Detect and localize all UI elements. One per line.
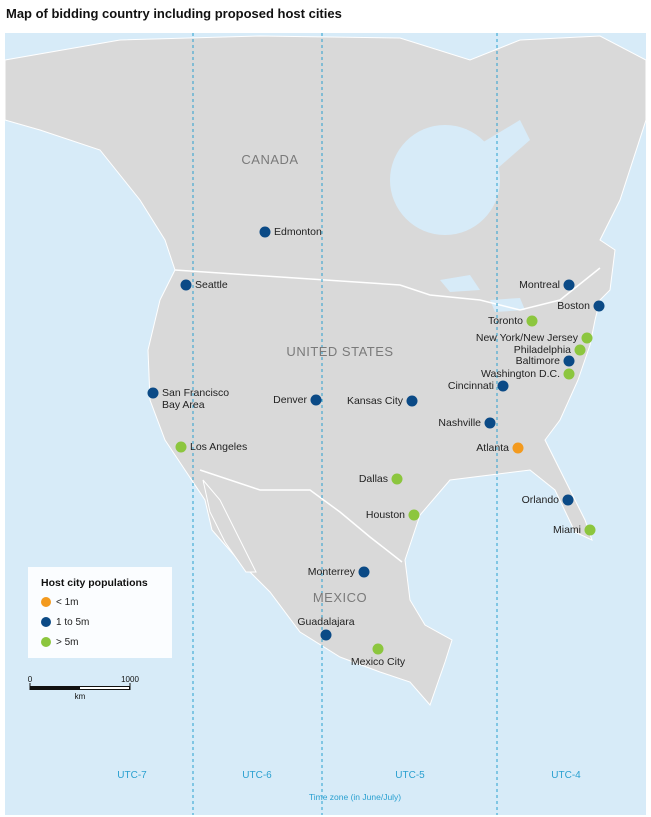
- city-marker: [180, 279, 192, 291]
- city-label: Edmonton: [274, 226, 322, 238]
- city-marker: [320, 629, 332, 641]
- city-marker: [563, 279, 575, 291]
- city-label: Washington D.C.: [481, 368, 560, 380]
- scale-label: 0: [27, 675, 33, 684]
- time-zone-label: UTC-5: [395, 770, 425, 781]
- legend-label: > 5m: [56, 637, 79, 648]
- city-marker: [581, 332, 593, 344]
- city-label: Philadelphia: [513, 344, 571, 356]
- city-label: Guadalajara: [297, 616, 355, 628]
- hudson-bay: [390, 125, 500, 235]
- city-label: Montreal: [519, 279, 560, 291]
- baja-california: [202, 479, 257, 573]
- city-label: Los Angeles: [190, 441, 248, 453]
- city-marker: [512, 442, 524, 454]
- legend-item: > 5m: [41, 637, 79, 648]
- region-label: MEXICO: [312, 590, 368, 605]
- map-title: Map of bidding country including propose…: [6, 6, 342, 21]
- legend-label: 1 to 5m: [56, 617, 90, 628]
- border-canada-us: [174, 267, 601, 311]
- city-label: Miami: [553, 524, 581, 536]
- region-label: UNITED STATES: [286, 344, 394, 359]
- legend-title: Host city populations: [41, 577, 148, 589]
- legend-marker: [41, 617, 51, 628]
- city-marker: [562, 494, 574, 506]
- city-label: New York/New Jersey: [475, 332, 578, 344]
- time-zone-lines: [192, 33, 498, 815]
- scale-unit: km: [74, 692, 86, 701]
- city-label: Houston: [365, 509, 405, 521]
- city-label: Denver: [273, 394, 307, 406]
- city-marker: [563, 368, 575, 380]
- legend-item: < 1m: [41, 597, 79, 608]
- city-marker: [593, 300, 605, 312]
- time-zone-label: UTC-6: [242, 770, 272, 781]
- city-label: Cincinnati: [447, 380, 494, 392]
- city-marker: [408, 509, 420, 521]
- great-lakes: [440, 275, 525, 312]
- city-marker: [406, 395, 418, 407]
- city-marker: [526, 315, 538, 327]
- legend-label: < 1m: [56, 597, 79, 608]
- city-label: Atlanta: [476, 442, 509, 454]
- city-label: Monterrey: [307, 566, 355, 578]
- city-label: Orlando: [521, 494, 559, 506]
- city-label: Baltimore: [515, 355, 560, 367]
- city-marker: [259, 226, 271, 238]
- city-label: Nashville: [438, 417, 481, 429]
- time-zone-caption: Time zone (in June/July): [308, 792, 402, 802]
- city-label: Toronto: [487, 315, 523, 327]
- city-label: Seattle: [195, 279, 228, 291]
- city-marker: [563, 355, 575, 367]
- city-marker: [372, 643, 384, 655]
- time-zone-label: UTC-7: [117, 770, 147, 781]
- region-label: CANADA: [241, 152, 299, 167]
- city-marker: [497, 380, 509, 392]
- scale-label: 1000: [121, 675, 139, 684]
- hudson-strait: [470, 120, 530, 175]
- city-marker: [175, 441, 187, 453]
- legend: Host city populations < 1m 1 to 5m > 5m: [28, 567, 172, 658]
- city-marker: [147, 387, 159, 399]
- time-zone-label: UTC-4: [551, 770, 581, 781]
- city-label: Mexico City: [350, 656, 406, 668]
- city-marker: [584, 524, 596, 536]
- legend-item: 1 to 5m: [41, 617, 89, 628]
- city-label: Dallas: [358, 473, 388, 485]
- city-marker: [391, 473, 403, 485]
- legend-marker: [41, 637, 51, 648]
- city-marker: [574, 344, 586, 356]
- city-label: Kansas City: [346, 395, 403, 407]
- city-marker: [310, 394, 322, 406]
- legend-marker: [41, 597, 51, 608]
- city-label: Boston: [557, 300, 590, 312]
- scale-bar-half: [80, 687, 129, 689]
- border-us-mexico: [199, 469, 403, 563]
- city-label: San Francisco Bay Area: [162, 387, 230, 411]
- city-marker: [484, 417, 496, 429]
- city-marker: [358, 566, 370, 578]
